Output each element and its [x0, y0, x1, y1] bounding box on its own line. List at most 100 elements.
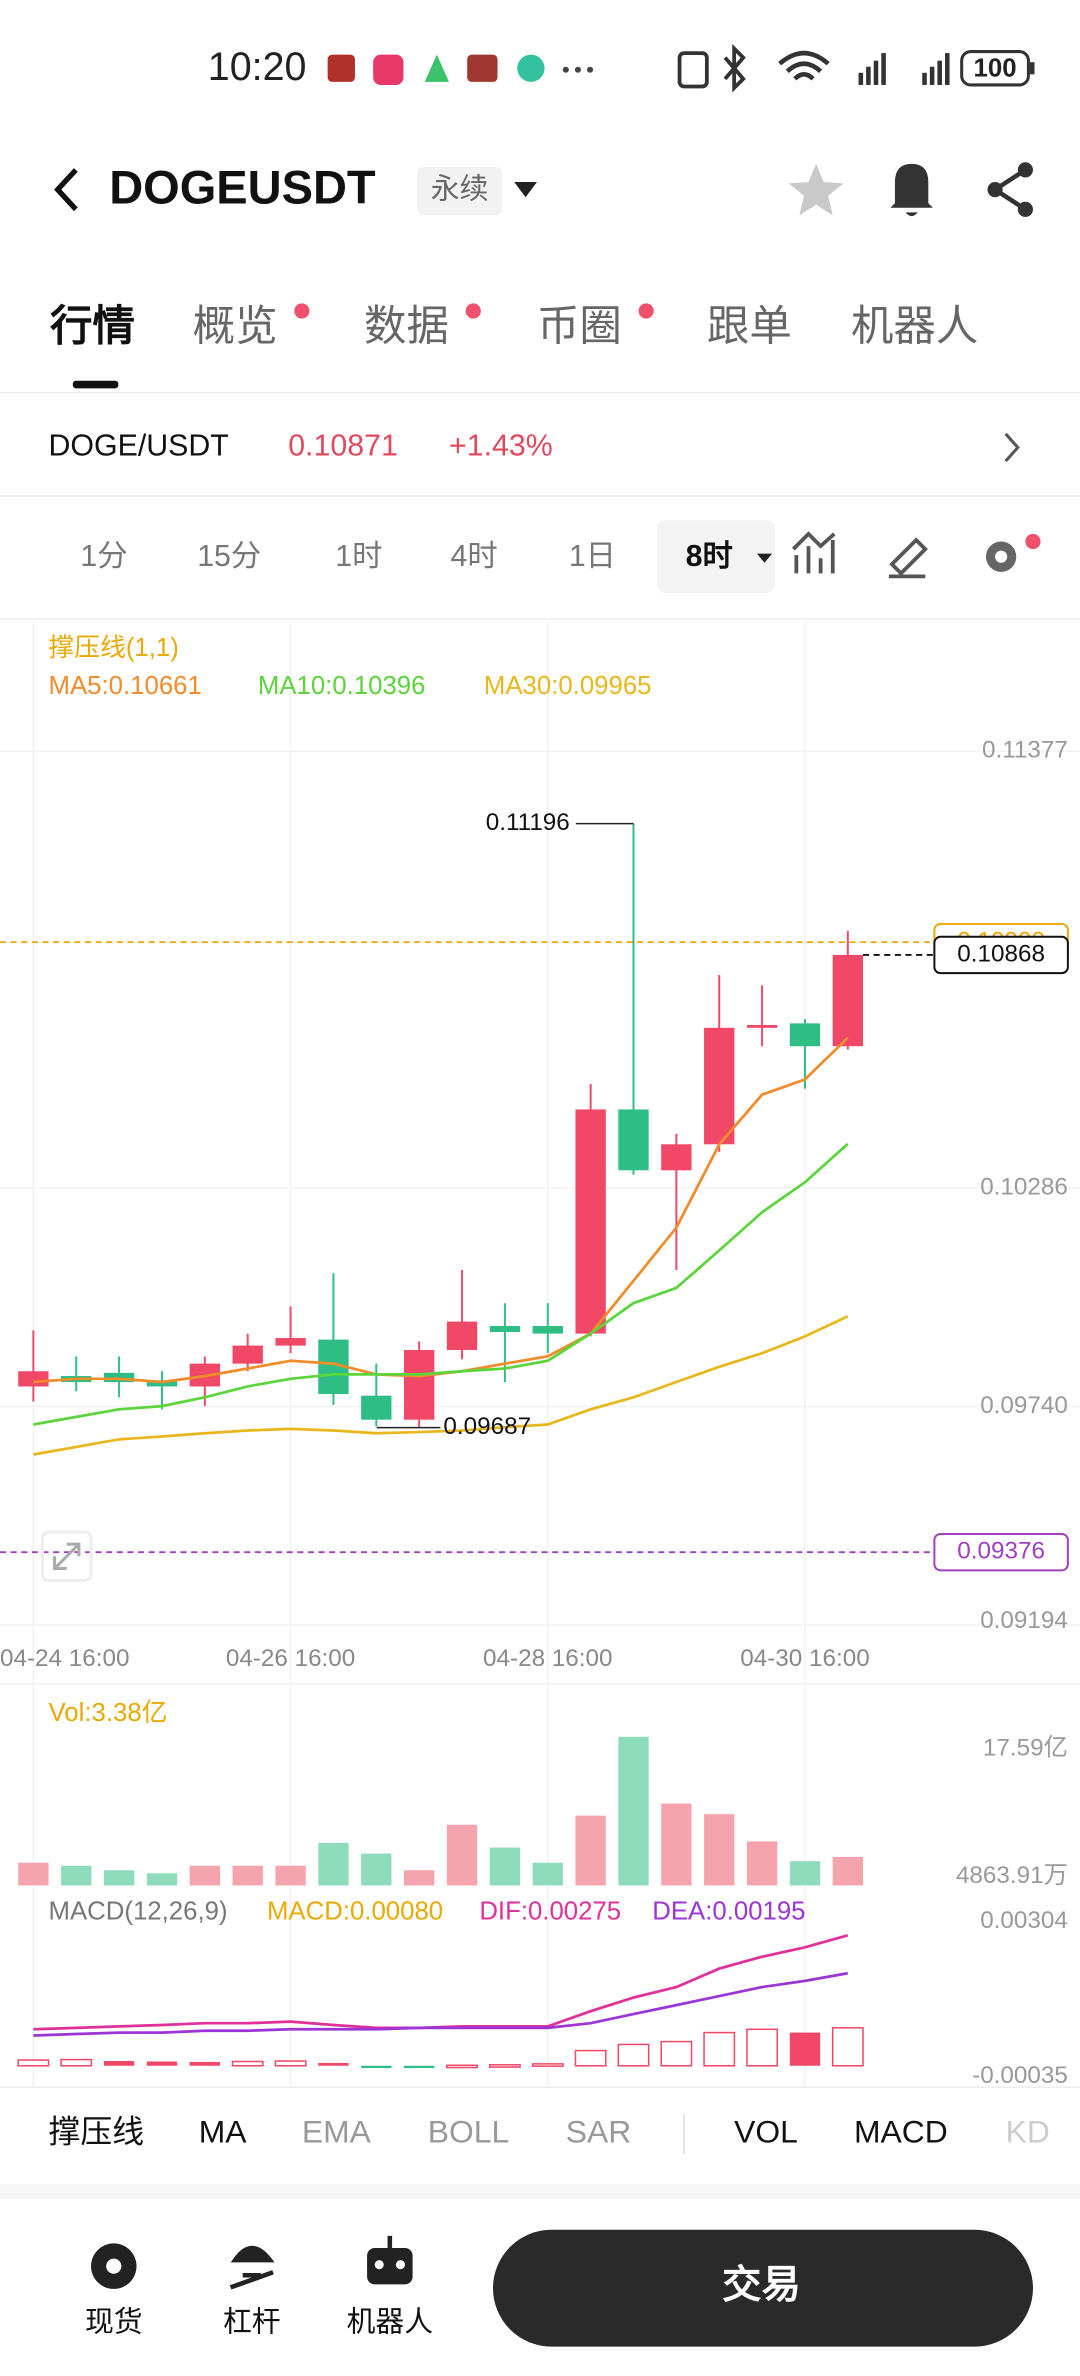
candle-body: [18, 1371, 49, 1387]
candle-body: [661, 1144, 692, 1171]
x-tick-label: 04-30 16:00: [740, 1645, 869, 1672]
nav-label[interactable]: 现货: [85, 2306, 143, 2338]
status-dot: [574, 66, 581, 73]
tab[interactable]: 跟单: [707, 302, 792, 349]
volume-bar: [489, 1847, 521, 1886]
candle-body: [575, 1109, 606, 1334]
chart-title: Vol:3.38亿: [49, 1698, 168, 1727]
tab[interactable]: 概览: [193, 302, 278, 349]
chart-area: 04-24 16:00 04-26 16:00 04-28 16:00 04-30 1…: [0, 621, 1080, 2089]
tab-badge-dot: [638, 303, 654, 319]
wifi-icon: [778, 50, 830, 81]
clock: 10:20: [208, 45, 307, 89]
tab-badge-dot: [294, 303, 310, 319]
macd-bar: [617, 2043, 650, 2067]
timeframe[interactable]: 4时: [451, 540, 498, 573]
back-button[interactable]: [54, 168, 78, 212]
timeframe[interactable]: 1分: [80, 540, 127, 573]
indicator-tab[interactable]: MA: [199, 2114, 248, 2150]
macd-bar: [488, 2064, 521, 2068]
legend-entry: DIF:0.00275: [479, 1898, 621, 1926]
dropdown[interactable]: [514, 182, 537, 198]
tab-badge-dot: [465, 303, 481, 319]
tab-bar: 行情 概览 数据 币圈 跟单 机器人: [50, 302, 978, 349]
indicator-tab[interactable]: BOLL: [428, 2114, 509, 2150]
indicator-tab[interactable]: 撑压线: [49, 2114, 145, 2150]
candle-body: [403, 1350, 435, 1420]
volume-bar: [275, 1865, 306, 1886]
price-tag-label: 0.10868: [957, 940, 1045, 967]
volume-bar: [18, 1862, 49, 1886]
badge-bg: [417, 166, 503, 216]
volume-bar: [618, 1736, 649, 1886]
tab[interactable]: 行情: [50, 302, 135, 349]
low-label: 0.09687: [443, 1413, 531, 1440]
macd-bar: [531, 2063, 564, 2067]
timeframe[interactable]: 1日: [569, 540, 616, 573]
tab[interactable]: 机器人: [851, 302, 978, 349]
macd-bar: [574, 2049, 607, 2067]
candle-body: [618, 1109, 649, 1171]
favorite[interactable]: [788, 163, 844, 216]
chart-title: MACD(12,26,9): [49, 1898, 228, 1926]
ma-line: [33, 1315, 849, 1456]
status-icon: [373, 54, 404, 85]
timeframe-selected-bg: [656, 520, 776, 594]
timeframe-bar: 1分 15分 1时 4时 1日 8时: [80, 539, 732, 573]
trade-label: 交易: [722, 2263, 801, 2307]
candle-body: [532, 1326, 563, 1334]
volume-bar: [103, 1870, 135, 1886]
status-dot: [587, 66, 594, 73]
indicator-bar: 撑压线 MA EMA BOLL SAR VOL MACD KD: [49, 2114, 1050, 2150]
alert-bell[interactable]: [890, 163, 933, 217]
expand-icon[interactable]: [40, 1530, 93, 1583]
macd-bar: [146, 2061, 178, 2066]
candle-body: [746, 1024, 778, 1028]
indicator-tab[interactable]: EMA: [302, 2114, 372, 2150]
candle-body: [832, 954, 863, 1047]
volume-bar: [403, 1870, 435, 1886]
price-tag: [933, 935, 1069, 975]
battery-level: 100: [974, 55, 1017, 83]
indicator-tab[interactable]: MACD: [854, 2114, 948, 2150]
divider-band: [0, 2184, 1080, 2200]
legend-entry: MA5:0.10661: [49, 672, 202, 700]
indicator-label: 撑压线(1,1): [49, 633, 179, 662]
indicator-tab[interactable]: SAR: [566, 2114, 631, 2150]
settings-icon[interactable]: [985, 533, 1041, 572]
nav-label[interactable]: 机器人: [347, 2306, 433, 2338]
timeframe[interactable]: 8时: [686, 539, 733, 573]
volume-bar: [146, 1873, 178, 1886]
indicator-tab[interactable]: KD: [1006, 2114, 1050, 2150]
signal-4g: [922, 53, 950, 85]
last-price: 0.10871: [288, 429, 398, 462]
macd-bar: [831, 2027, 864, 2067]
tab[interactable]: 币圈: [537, 302, 622, 349]
price-tag-label: 0.09376: [957, 1538, 1045, 1565]
indicator-tab[interactable]: VOL: [734, 2114, 798, 2150]
timeframe[interactable]: 1时: [335, 540, 382, 573]
y-tick-label: 0.00304: [980, 1907, 1068, 1934]
nav-label[interactable]: 杠杆: [223, 2306, 281, 2338]
legend-entry: MA30:0.09965: [484, 672, 652, 700]
tab[interactable]: 数据: [364, 302, 449, 349]
nfc-icon: [677, 51, 709, 89]
volume-bar: [746, 1841, 778, 1886]
macd-bar: [231, 2060, 264, 2067]
chart-type-icon[interactable]: [791, 531, 836, 574]
volume-bar: [61, 1865, 92, 1886]
status-icon: [517, 54, 545, 82]
timeframe[interactable]: 15分: [197, 540, 261, 573]
candle-body: [103, 1372, 135, 1383]
candle-body: [489, 1326, 521, 1333]
share[interactable]: [987, 162, 1033, 217]
draw-icon[interactable]: [888, 537, 928, 579]
dropdown[interactable]: [756, 553, 773, 563]
signal-5g: [858, 53, 886, 85]
battery-tip: [1029, 62, 1035, 75]
y-tick-label: 0.09194: [980, 1607, 1068, 1634]
volume-bar: [189, 1865, 221, 1886]
trade-button[interactable]: [492, 2229, 1033, 2347]
chevron[interactable]: [1004, 432, 1020, 463]
